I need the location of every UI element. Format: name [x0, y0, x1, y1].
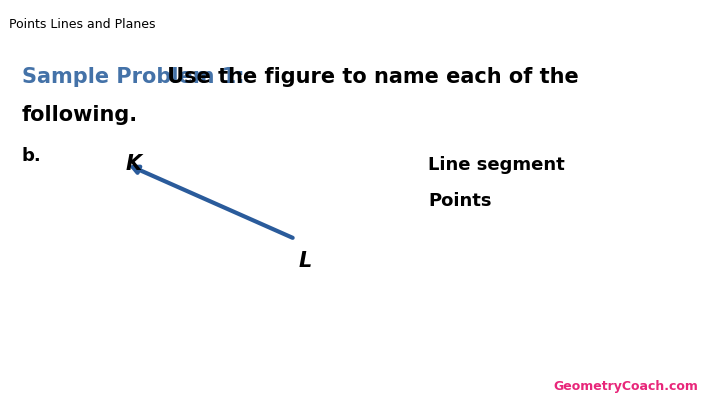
Text: Use the figure to name each of the: Use the figure to name each of the — [160, 67, 579, 87]
Text: b.: b. — [22, 147, 41, 165]
Text: Line segment: Line segment — [428, 156, 565, 174]
Text: L: L — [299, 251, 312, 271]
Text: Points Lines and Planes: Points Lines and Planes — [9, 18, 155, 31]
Text: Sample Problem 1:: Sample Problem 1: — [22, 67, 244, 87]
Text: following.: following. — [22, 105, 138, 125]
Text: Points: Points — [428, 192, 492, 210]
Text: K: K — [126, 154, 142, 174]
Text: GeometryCoach.com: GeometryCoach.com — [554, 380, 698, 393]
